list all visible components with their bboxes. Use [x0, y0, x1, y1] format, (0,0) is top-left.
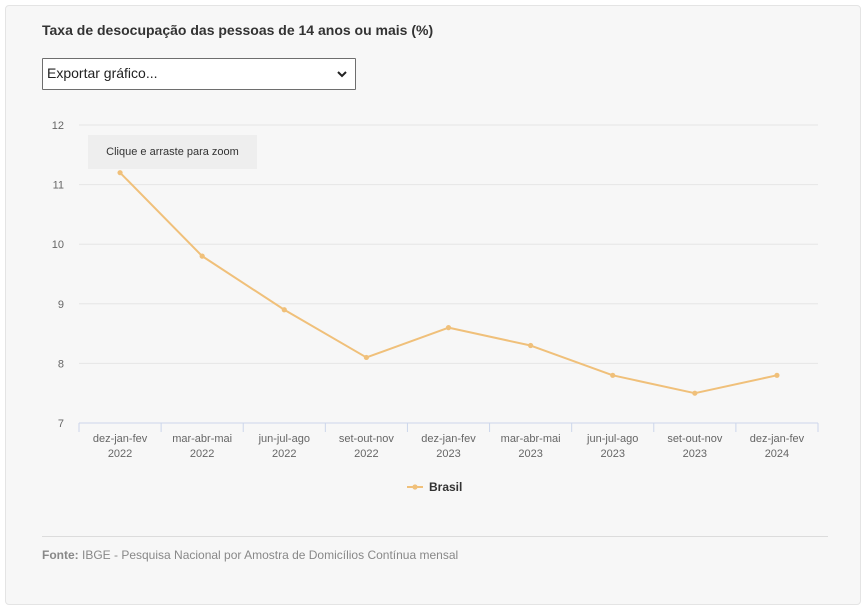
x-tick-label: dez-jan-fev 2023 — [421, 433, 476, 460]
y-tick-label: 10 — [52, 239, 64, 251]
legend-item-brasil[interactable]: Brasil — [429, 480, 462, 494]
y-tick-label: 12 — [52, 120, 64, 132]
data-point — [610, 372, 616, 378]
source-note: Fonte: IBGE - Pesquisa Nacional por Amos… — [42, 548, 458, 562]
chevron-down-icon — [337, 71, 347, 78]
data-point — [281, 307, 287, 313]
data-point — [445, 325, 452, 331]
x-tick-label: dez-jan-fev 2022 — [93, 433, 148, 460]
x-tick-label: dez-jan-fev 2024 — [750, 433, 805, 460]
y-tick-label: 7 — [58, 418, 64, 430]
zoom-hint-tooltip: Clique e arraste para zoom — [88, 135, 257, 169]
y-tick-label: 8 — [58, 358, 64, 370]
chart-card: Taxa de desocupação das pessoas de 14 an… — [5, 5, 861, 605]
x-tick-label: jun-jul-ago 2022 — [258, 433, 310, 460]
export-chart-select[interactable]: Exportar gráfico... — [42, 58, 356, 90]
x-tick-label: set-out-nov 2022 — [339, 433, 395, 460]
x-tick-label: mar-abr-mai 2023 — [501, 433, 561, 460]
export-select-value: Exportar gráfico... — [47, 65, 158, 81]
x-tick-label: set-out-nov 2023 — [667, 433, 723, 460]
legend-symbol-point — [412, 484, 418, 490]
data-point — [528, 342, 534, 349]
line-chart[interactable]: 7 8 9 10 11 12 dez-jan-fev 2022 mar-abr-mai 2022 j… — [6, 6, 862, 526]
y-tick-label: 11 — [53, 180, 64, 192]
series-line-brasil — [119, 171, 778, 395]
x-tick-label: mar-abr-mai 2022 — [172, 433, 232, 460]
chart-title: Taxa de desocupação das pessoas de 14 an… — [42, 22, 434, 38]
x-tick-label: jun-jul-ago 2023 — [586, 433, 638, 460]
divider — [42, 536, 828, 537]
y-tick-label: 9 — [58, 299, 64, 311]
data-point — [692, 390, 698, 396]
data-point — [774, 372, 780, 378]
source-label: Fonte: — [42, 548, 79, 562]
source-text: IBGE - Pesquisa Nacional por Amostra de … — [78, 548, 459, 562]
data-point — [117, 170, 123, 176]
data-point — [199, 253, 205, 259]
data-point — [363, 354, 369, 361]
